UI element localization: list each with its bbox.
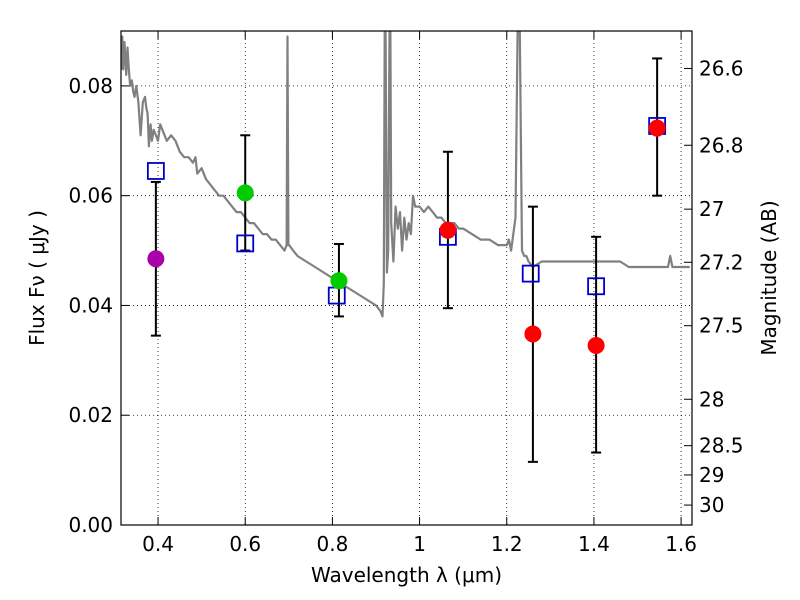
- model-point-1: [236, 234, 255, 253]
- y-tick-label-1: 0.02: [68, 403, 113, 427]
- plot-frame: [120, 30, 693, 526]
- model-point-5: [587, 277, 606, 296]
- x-axis-label: Wavelength λ (μm): [311, 563, 502, 587]
- mag-tick-label-0: 26.6: [699, 56, 744, 80]
- observed-points-layer: [147, 119, 666, 355]
- spectrum-layer: [121, 31, 690, 318]
- axis-ticks: [121, 31, 692, 526]
- observed-point-4: [524, 325, 542, 343]
- x-tick-label-1: 0.6: [229, 532, 261, 556]
- observed-point-1: [236, 184, 254, 202]
- mag-tick-label-3: 27.2: [699, 250, 744, 274]
- y-axis-label: Flux Fν ( μJy ): [25, 210, 49, 346]
- x-tick-label-4: 1.2: [491, 532, 523, 556]
- mag-tick-label-2: 27: [699, 197, 724, 221]
- x-tick-label-5: 1.4: [578, 532, 610, 556]
- spectrum-line: [121, 31, 690, 318]
- mag-tick-label-5: 28: [699, 387, 724, 411]
- mag-tick-label-7: 29: [699, 463, 724, 487]
- mag-tick-label-6: 28.5: [699, 434, 744, 458]
- mag-tick-label-8: 30: [699, 493, 724, 517]
- magnitude-tick-labels: 26.6 26.8 27 27.2 27.5 28 28.5 29 30: [699, 56, 744, 517]
- mag-tick-label-4: 27.5: [699, 314, 744, 338]
- model-point-0: [146, 162, 165, 180]
- x-tick-labels: 0.4 0.6 0.8 1 1.2 1.4 1.6: [142, 532, 697, 556]
- observed-point-2: [330, 272, 348, 290]
- observed-point-3: [439, 221, 457, 239]
- x-tick-label-0: 0.4: [142, 532, 174, 556]
- observed-point-6: [648, 119, 666, 137]
- x-tick-label-2: 0.8: [316, 532, 348, 556]
- y-tick-labels: 0.00 0.02 0.04 0.06 0.08: [68, 74, 113, 537]
- observed-point-5: [587, 337, 605, 355]
- x-tick-label-6: 1.6: [665, 532, 697, 556]
- y-tick-label-4: 0.08: [68, 74, 113, 98]
- mag-tick-label-1: 26.8: [699, 133, 744, 157]
- model-point-4: [521, 264, 540, 283]
- y-tick-label-3: 0.06: [68, 184, 113, 208]
- magnitude-axis-label: Magnitude (AB): [757, 200, 781, 355]
- y-tick-label-0: 0.00: [68, 513, 113, 537]
- x-tick-label-3: 1: [413, 532, 426, 556]
- y-tick-label-2: 0.04: [68, 293, 113, 317]
- observed-point-0: [147, 250, 165, 268]
